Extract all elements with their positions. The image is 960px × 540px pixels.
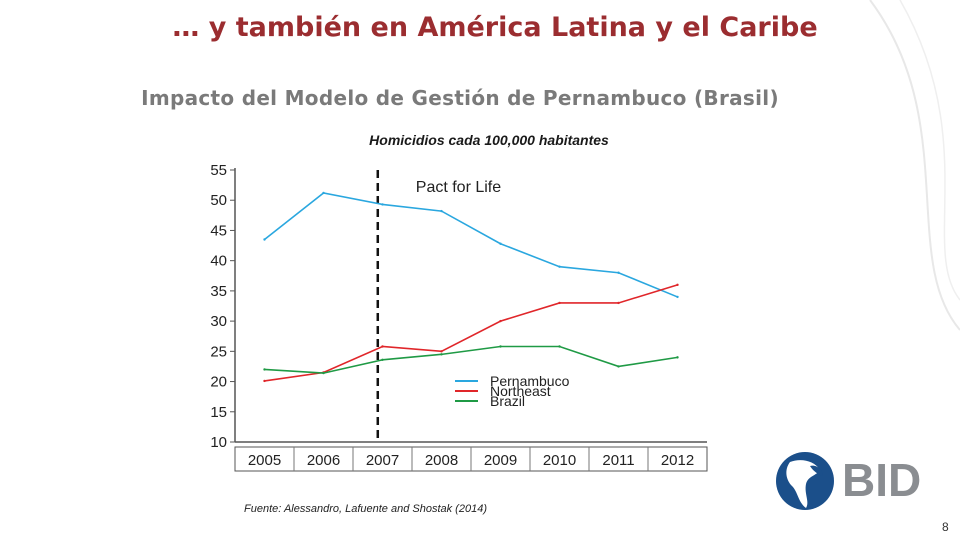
source-note: Fuente: Alessandro, Lafuente and Shostak… — [244, 503, 487, 515]
y-tick-label: 10 — [210, 434, 227, 451]
data-point-brazil — [676, 356, 679, 359]
data-point-brazil — [499, 345, 502, 348]
y-tick-label: 40 — [210, 253, 227, 270]
data-point-pernambuco — [558, 265, 561, 268]
y-tick-label: 25 — [210, 343, 227, 360]
annotation-label: Pact for Life — [416, 179, 501, 196]
data-point-northeast — [676, 283, 679, 287]
y-tick-label: 55 — [210, 162, 227, 179]
line-chart: 10 15 20 25 30 35 40 45 50 55 2005 2006 2007 2008 2009… — [210, 162, 708, 472]
data-point-brazil — [263, 368, 266, 371]
data-point-northeast — [617, 301, 620, 305]
x-tick-label: 2008 — [425, 452, 458, 469]
x-tick-label: 2006 — [307, 452, 340, 469]
y-tick-label: 30 — [210, 313, 227, 330]
data-point-northeast — [558, 301, 561, 305]
data-point-brazil — [558, 345, 561, 348]
data-point-pernambuco — [617, 271, 620, 274]
y-tick-label: 20 — [210, 374, 227, 391]
data-point-brazil — [322, 371, 325, 375]
slide-subtitle: Impacto del Modelo de Gestión de Pernamb… — [141, 86, 779, 110]
data-point-northeast — [263, 379, 266, 383]
data-point-pernambuco — [676, 295, 679, 299]
data-point-northeast — [499, 319, 502, 323]
data-point-pernambuco — [263, 238, 266, 241]
series-line-brazil — [264, 345, 678, 374]
y-tick-label: 45 — [210, 222, 227, 239]
series-line-northeast — [264, 284, 678, 382]
x-tick-label: 2010 — [543, 452, 576, 469]
series-line-pernambuco — [264, 192, 678, 298]
data-point-pernambuco — [322, 191, 325, 195]
legend-label: Pernambuco — [490, 373, 570, 389]
x-tick-label: 2007 — [366, 452, 399, 469]
slide-title: … y también en América Latina y el Carib… — [172, 12, 818, 43]
data-point-northeast — [440, 350, 443, 353]
data-point-pernambuco — [499, 242, 502, 245]
y-tick-label: 50 — [210, 192, 227, 209]
data-point-northeast — [381, 345, 384, 348]
data-point-pernambuco — [440, 209, 443, 213]
x-tick-label: 2012 — [661, 452, 694, 469]
y-tick-label: 35 — [210, 283, 227, 300]
x-tick-label: 2011 — [602, 452, 634, 469]
data-point-brazil — [440, 353, 443, 356]
data-point-brazil — [617, 365, 620, 368]
chart-title: Homicidios cada 100,000 habitantes — [369, 132, 609, 148]
legend-label: Northeast — [490, 383, 551, 399]
logo-text: BID — [842, 454, 921, 506]
bid-logo: BID — [776, 452, 921, 510]
x-tick-label: 2005 — [248, 452, 281, 469]
data-point-brazil — [381, 358, 384, 361]
page-number: 8 — [942, 520, 949, 534]
y-tick-label: 15 — [210, 404, 227, 421]
x-tick-label: 2009 — [484, 452, 517, 469]
legend-label: Brazil — [490, 393, 525, 409]
data-point-pernambuco — [381, 203, 384, 206]
